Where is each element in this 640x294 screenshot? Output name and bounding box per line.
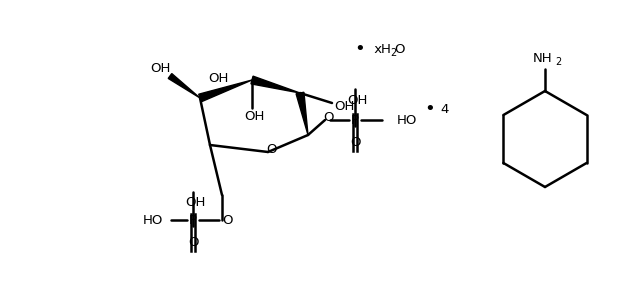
- Text: P: P: [189, 213, 197, 226]
- Text: O: O: [394, 43, 404, 56]
- Polygon shape: [198, 80, 252, 102]
- Text: O: O: [323, 111, 333, 123]
- Text: OH: OH: [208, 71, 228, 84]
- Text: P: P: [351, 113, 359, 126]
- Polygon shape: [251, 76, 300, 93]
- Text: O: O: [266, 143, 276, 156]
- Text: HO: HO: [397, 113, 417, 126]
- Text: OH: OH: [334, 99, 354, 113]
- Polygon shape: [168, 74, 200, 98]
- Text: 4: 4: [440, 103, 449, 116]
- Text: HO: HO: [143, 213, 163, 226]
- Text: 2: 2: [390, 48, 396, 58]
- Text: •: •: [355, 40, 365, 58]
- Text: OH: OH: [185, 196, 205, 210]
- Text: OH: OH: [150, 61, 170, 74]
- Text: O: O: [188, 235, 198, 248]
- Text: OH: OH: [244, 109, 264, 123]
- Polygon shape: [296, 92, 308, 135]
- Text: 2: 2: [555, 57, 561, 67]
- Text: O: O: [349, 136, 360, 148]
- Text: NH: NH: [533, 51, 553, 64]
- Text: O: O: [221, 213, 232, 226]
- Text: x: x: [370, 43, 382, 56]
- Text: •: •: [424, 100, 435, 118]
- Text: OH: OH: [347, 93, 367, 106]
- Text: H: H: [381, 43, 391, 56]
